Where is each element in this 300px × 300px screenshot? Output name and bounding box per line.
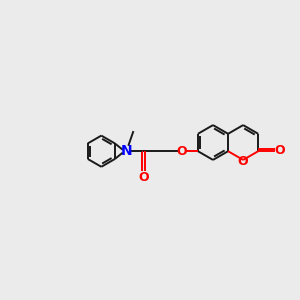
- Text: O: O: [176, 145, 187, 158]
- Text: O: O: [238, 155, 248, 168]
- Text: O: O: [138, 171, 148, 184]
- Text: O: O: [275, 144, 285, 157]
- Text: N: N: [121, 144, 133, 158]
